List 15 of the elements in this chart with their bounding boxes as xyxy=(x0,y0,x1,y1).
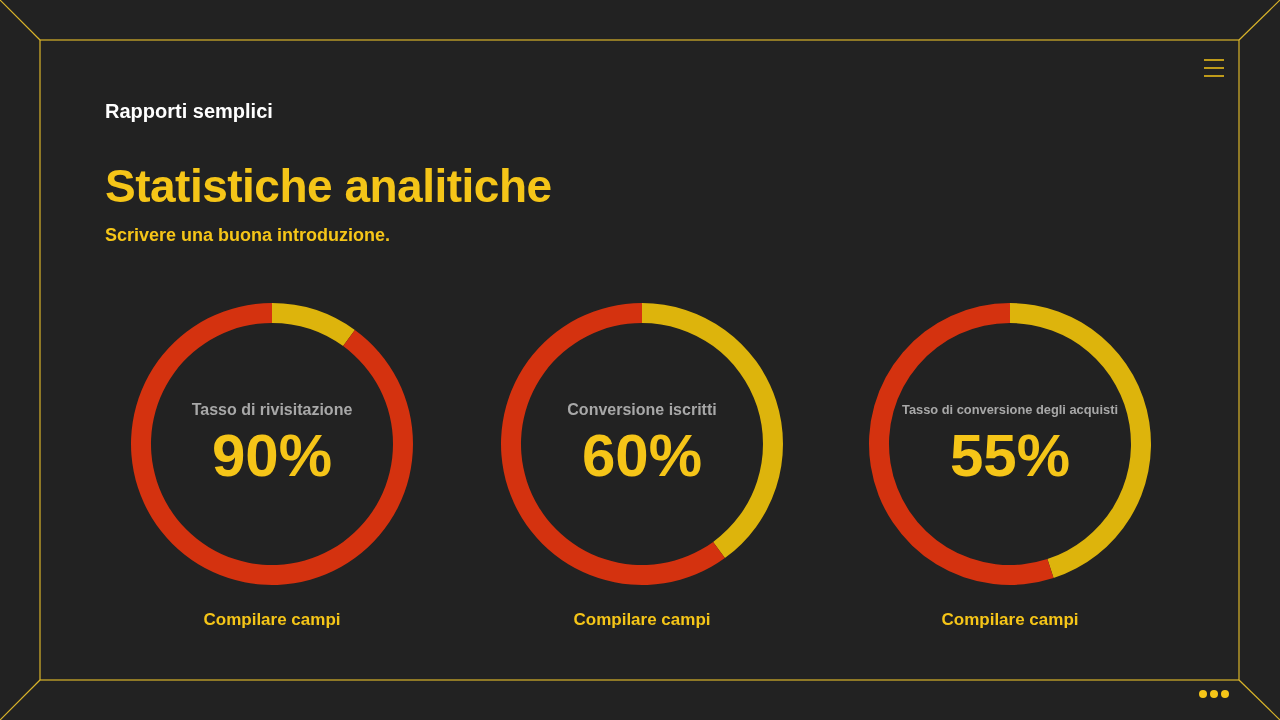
donut-slice xyxy=(501,303,725,585)
text: Tasso di rivisitazione xyxy=(190,400,354,420)
text: Statistiche analitiche xyxy=(105,159,553,213)
text: Compilare campi xyxy=(940,610,1080,630)
donut-slice xyxy=(131,303,413,585)
text: Scrivere una buona introduzione. xyxy=(105,225,392,246)
data-label: 90% xyxy=(210,421,334,491)
text: Rapporti semplici xyxy=(105,100,274,123)
data-label: 60% xyxy=(580,421,704,491)
text: Compilare campi xyxy=(202,610,342,630)
donut-slice xyxy=(272,303,355,347)
data-label: 55% xyxy=(948,421,1072,491)
text: Conversione iscritti xyxy=(566,400,718,420)
text: Tasso di conversione degli acquisti xyxy=(901,401,1119,419)
text: Compilare campi xyxy=(572,610,712,630)
